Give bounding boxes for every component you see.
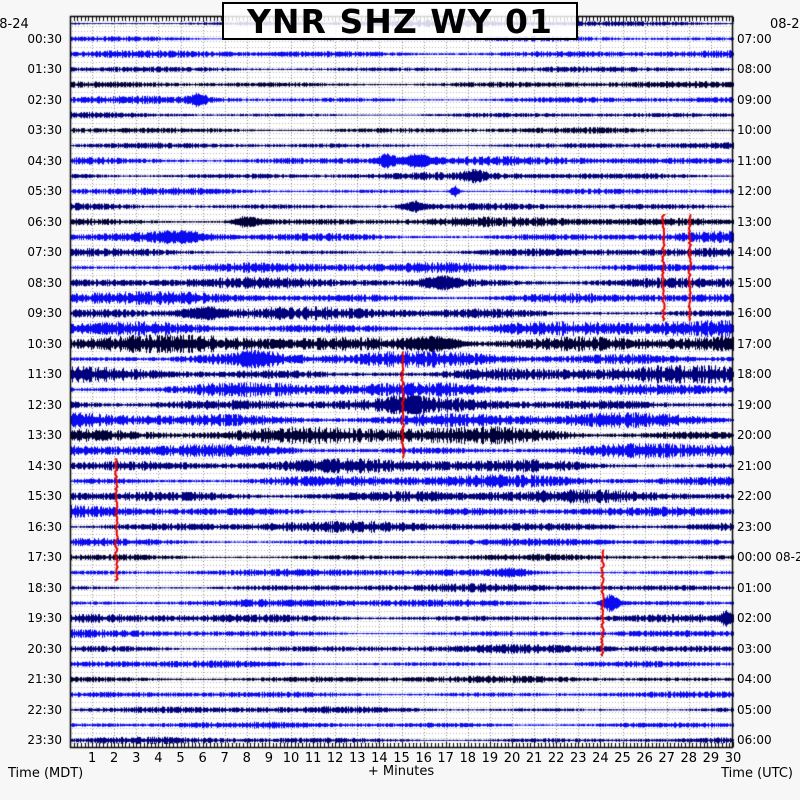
minute-tick-label: 14 xyxy=(371,751,388,766)
time-label-utc: 09:00 xyxy=(737,92,772,107)
minute-tick-label: 28 xyxy=(680,751,698,766)
time-label-mdt: 12:30 xyxy=(27,397,62,412)
time-label-mdt: 07:30 xyxy=(27,245,62,260)
minute-tick-label: 18 xyxy=(459,751,477,766)
time-label-utc: 17:00 xyxy=(737,336,772,351)
time-label-mdt: 23:30 xyxy=(27,733,62,748)
time-label-mdt: 02:30 xyxy=(27,92,62,107)
time-label-utc: 14:00 xyxy=(737,245,772,260)
time-label-mdt: 21:30 xyxy=(27,672,62,687)
minute-tick-label: 1 xyxy=(87,751,97,766)
minute-tick-label: 2 xyxy=(110,751,119,766)
time-label-utc: 23:00 xyxy=(737,519,772,534)
date-label-local: 08-24 xyxy=(0,17,29,32)
minute-tick-label: 22 xyxy=(547,751,565,766)
time-label-mdt: 08:30 xyxy=(27,275,62,290)
minute-tick-label: 7 xyxy=(220,751,229,766)
time-label-mdt: 22:30 xyxy=(27,702,62,717)
minute-tick-label: 15 xyxy=(393,751,410,766)
time-label-utc: 20:00 xyxy=(737,428,772,443)
minute-tick-label: 6 xyxy=(198,751,207,766)
minute-tick-label: 30 xyxy=(724,751,742,766)
time-label-utc: 10:00 xyxy=(737,123,772,138)
minute-tick-label: 25 xyxy=(614,751,631,766)
time-label-mdt: 13:30 xyxy=(27,428,62,443)
time-label-utc: 11:00 xyxy=(737,153,772,168)
minute-tick-label: 27 xyxy=(658,751,675,766)
time-label-utc: 00:00 08-25 xyxy=(737,550,800,565)
time-label-mdt: 01:30 xyxy=(27,62,62,77)
time-label-utc: 04:00 xyxy=(737,672,772,687)
minute-tick-label: 10 xyxy=(282,751,300,766)
minute-tick-label: 9 xyxy=(264,751,274,766)
minute-tick-label: 13 xyxy=(349,751,366,766)
time-label-utc: 18:00 xyxy=(737,367,772,382)
axis-caption-minutes: + Minutes xyxy=(367,764,435,779)
minute-tick-label: 21 xyxy=(525,751,543,766)
minute-tick-label: 16 xyxy=(415,751,432,766)
time-label-mdt: 06:30 xyxy=(27,214,62,229)
station-title-box: YNR SHZ WY 01 xyxy=(222,1,578,41)
time-label-mdt: 03:30 xyxy=(27,123,62,138)
time-label-mdt: 10:30 xyxy=(27,336,62,351)
time-label-mdt: 14:30 xyxy=(27,458,62,473)
minute-tick-label: 12 xyxy=(326,751,344,766)
minute-tick-label: 4 xyxy=(154,751,163,766)
minute-tick-label: 8 xyxy=(242,751,251,766)
time-label-mdt: 18:30 xyxy=(27,580,62,595)
minute-tick-label: 5 xyxy=(176,751,185,766)
time-label-utc: 16:00 xyxy=(737,306,772,321)
time-label-utc: 22:00 xyxy=(737,489,772,504)
time-label-utc: 13:00 xyxy=(737,214,772,229)
time-label-mdt: 05:30 xyxy=(27,184,62,199)
time-label-mdt: 15:30 xyxy=(27,489,62,504)
time-label-mdt: 20:30 xyxy=(27,641,62,656)
axis-caption-mdt: Time (MDT) xyxy=(8,766,84,781)
time-label-utc: 15:00 xyxy=(737,275,772,290)
time-label-utc: 21:00 xyxy=(737,458,772,473)
minute-tick-label: 17 xyxy=(437,751,454,766)
date-label-utc: 08-24 xyxy=(770,17,800,32)
minute-tick-label: 3 xyxy=(132,751,141,766)
time-label-utc: 07:00 xyxy=(737,31,772,46)
minute-tick-label: 20 xyxy=(503,751,521,766)
minute-tick-label: 19 xyxy=(481,751,499,766)
minute-tick-label: 29 xyxy=(702,751,720,766)
time-label-utc: 01:00 xyxy=(737,580,772,595)
time-label-utc: 08:00 xyxy=(737,62,772,77)
time-label-mdt: 00:30 xyxy=(27,31,62,46)
minute-tick-label: 24 xyxy=(592,751,609,766)
time-label-mdt: 19:30 xyxy=(27,611,62,626)
minute-tick-label: 23 xyxy=(570,751,587,766)
station-title: YNR SHZ WY 01 xyxy=(247,1,553,41)
time-label-utc: 12:00 xyxy=(737,184,772,199)
time-label-utc: 06:00 xyxy=(737,733,772,748)
time-label-mdt: 04:30 xyxy=(27,153,62,168)
time-label-mdt: 17:30 xyxy=(27,550,62,565)
minute-tick-label: 26 xyxy=(636,751,653,766)
time-label-mdt: 11:30 xyxy=(27,367,62,382)
time-label-mdt: 09:30 xyxy=(27,306,62,321)
time-label-utc: 05:00 xyxy=(737,702,772,717)
time-label-mdt: 16:30 xyxy=(27,519,62,534)
time-label-utc: 19:00 xyxy=(737,397,772,412)
axis-caption-utc: Time (UTC) xyxy=(721,766,793,781)
time-label-utc: 02:00 xyxy=(737,611,772,626)
time-label-utc: 03:00 xyxy=(737,641,772,656)
minute-tick-label: 11 xyxy=(304,751,322,766)
